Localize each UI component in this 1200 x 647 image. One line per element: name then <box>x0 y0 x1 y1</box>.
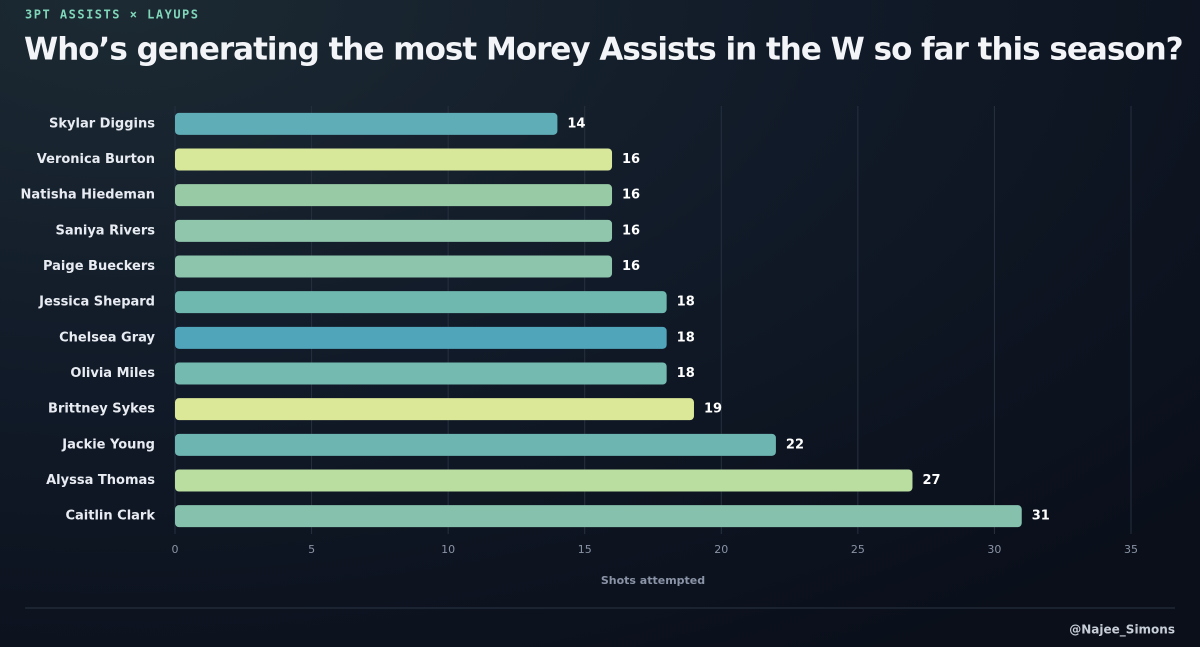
y-tick-label: Brittney Sykes <box>48 402 155 417</box>
y-tick-label: Veronica Burton <box>37 152 155 167</box>
value-label: 16 <box>622 223 640 238</box>
bar <box>175 112 558 135</box>
y-tick-label: Skylar Diggins <box>49 116 155 131</box>
y-tick-label: Caitlin Clark <box>65 509 155 524</box>
value-label: 18 <box>677 295 695 310</box>
value-label: 18 <box>677 330 695 345</box>
bar <box>175 398 694 421</box>
y-tick-label: Natisha Hiedeman <box>21 188 155 203</box>
value-label: 16 <box>622 152 640 167</box>
value-label: 27 <box>922 473 940 488</box>
bar <box>175 469 913 492</box>
value-label: 22 <box>786 437 804 452</box>
value-label: 14 <box>567 116 585 131</box>
bar <box>175 362 667 385</box>
value-label: 16 <box>622 259 640 274</box>
y-tick-label: Paige Bueckers <box>43 259 155 274</box>
x-tick-label: 0 <box>172 543 179 556</box>
bar <box>175 255 613 278</box>
value-label: 19 <box>704 402 722 417</box>
y-tick-label: Olivia Miles <box>70 366 155 381</box>
x-tick-label: 20 <box>714 543 728 556</box>
x-axis-label: Shots attempted <box>601 574 705 587</box>
y-tick-label: Jessica Shepard <box>38 295 155 310</box>
bar <box>175 184 613 207</box>
y-tick-label: Saniya Rivers <box>55 223 155 238</box>
value-label: 18 <box>677 366 695 381</box>
value-label: 16 <box>622 188 640 203</box>
credit: @Najee_Simons <box>1069 623 1175 638</box>
bar <box>175 326 667 349</box>
x-tick-label: 35 <box>1124 543 1138 556</box>
chart-subtitle: 3PT ASSISTS × LAYUPS <box>25 8 200 22</box>
x-tick-label: 5 <box>308 543 315 556</box>
x-tick-label: 15 <box>578 543 592 556</box>
bar <box>175 148 613 171</box>
value-label: 31 <box>1032 509 1050 524</box>
x-tick-label: 10 <box>441 543 455 556</box>
chart-title: Who’s generating the most Morey Assists … <box>24 32 1183 68</box>
bar <box>175 505 1022 528</box>
y-tick-label: Jackie Young <box>61 437 155 452</box>
bar <box>175 219 613 242</box>
y-tick-label: Alyssa Thomas <box>46 473 155 488</box>
x-tick-label: 30 <box>987 543 1001 556</box>
y-tick-label: Chelsea Gray <box>59 330 155 345</box>
x-tick-label: 25 <box>851 543 865 556</box>
bar <box>175 291 667 314</box>
bar <box>175 433 776 456</box>
